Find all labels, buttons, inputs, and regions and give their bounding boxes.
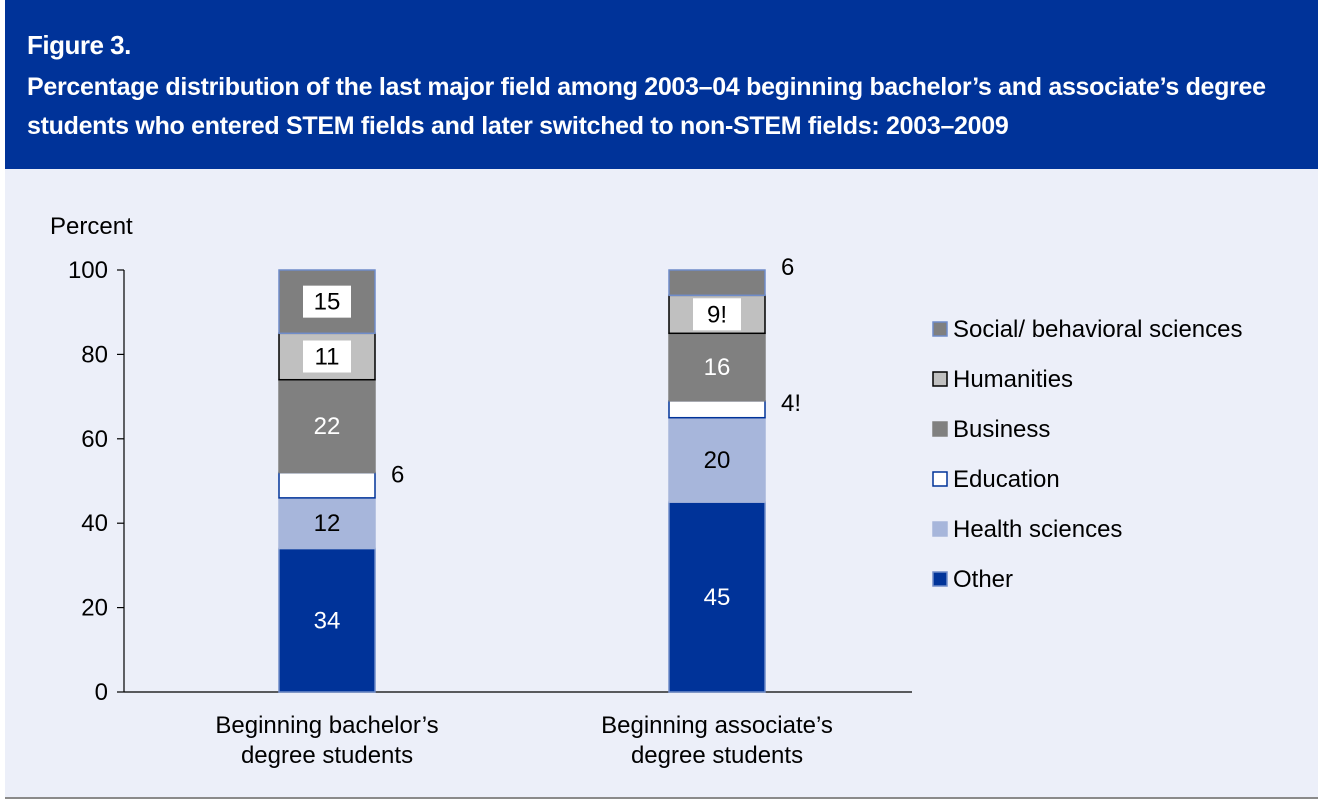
bar-segment	[668, 400, 766, 419]
bar-segment	[278, 471, 376, 499]
data-label: 20	[704, 447, 731, 474]
figure-header: Figure 3. Percentage distribution of the…	[5, 0, 1318, 169]
x-category-label: degree students	[631, 742, 803, 769]
bar-segment	[278, 378, 376, 474]
legend-swatch	[932, 321, 948, 337]
data-label: 45	[704, 584, 731, 611]
legend-swatch	[932, 371, 948, 387]
data-label-box	[693, 298, 741, 331]
y-tick-label: 20	[81, 595, 108, 622]
data-label: 6	[391, 462, 404, 489]
legend-swatch	[932, 521, 948, 537]
data-label: 34	[314, 607, 341, 634]
legend-label: Education	[953, 466, 1060, 493]
x-category-label: degree students	[241, 742, 413, 769]
y-tick-label: 0	[95, 679, 108, 706]
bar-segment	[668, 416, 766, 503]
bottom-divider	[5, 797, 1318, 799]
legend-label: Health sciences	[953, 516, 1122, 543]
figure-label: Figure 3.	[27, 30, 131, 60]
figure-title: Percentage distribution of the last majo…	[27, 73, 1266, 140]
data-label: 22	[314, 413, 341, 440]
x-category-label: Beginning bachelor’s	[215, 712, 438, 739]
legend-label: Humanities	[953, 366, 1073, 393]
data-label: 15	[314, 289, 341, 316]
data-label-box	[303, 340, 351, 373]
y-tick-label: 40	[81, 510, 108, 537]
y-tick-label: 60	[81, 426, 108, 453]
legend-swatch	[932, 571, 948, 587]
legend-label: Business	[953, 416, 1050, 443]
bar-segment	[278, 497, 376, 550]
x-category-label: Beginning associate’s	[601, 712, 833, 739]
bar-segment	[668, 332, 766, 402]
data-label-box	[303, 285, 351, 318]
y-tick-label: 100	[68, 257, 108, 284]
data-label: 6	[781, 254, 794, 281]
bar-segment	[278, 547, 376, 693]
y-axis-title: Percent	[50, 213, 133, 240]
legend-swatch	[932, 471, 948, 487]
y-tick-label: 80	[81, 341, 108, 368]
data-label: 11	[315, 344, 340, 371]
data-label: 4!	[781, 390, 801, 417]
bar-segment	[668, 269, 766, 297]
legend-swatch	[932, 421, 948, 437]
legend-label: Social/ behavioral sciences	[953, 316, 1243, 343]
bar-segment	[668, 501, 766, 693]
legend-label: Other	[953, 566, 1013, 593]
data-label: 9!	[707, 301, 727, 328]
data-label: 16	[704, 354, 731, 381]
data-label: 12	[314, 510, 341, 537]
